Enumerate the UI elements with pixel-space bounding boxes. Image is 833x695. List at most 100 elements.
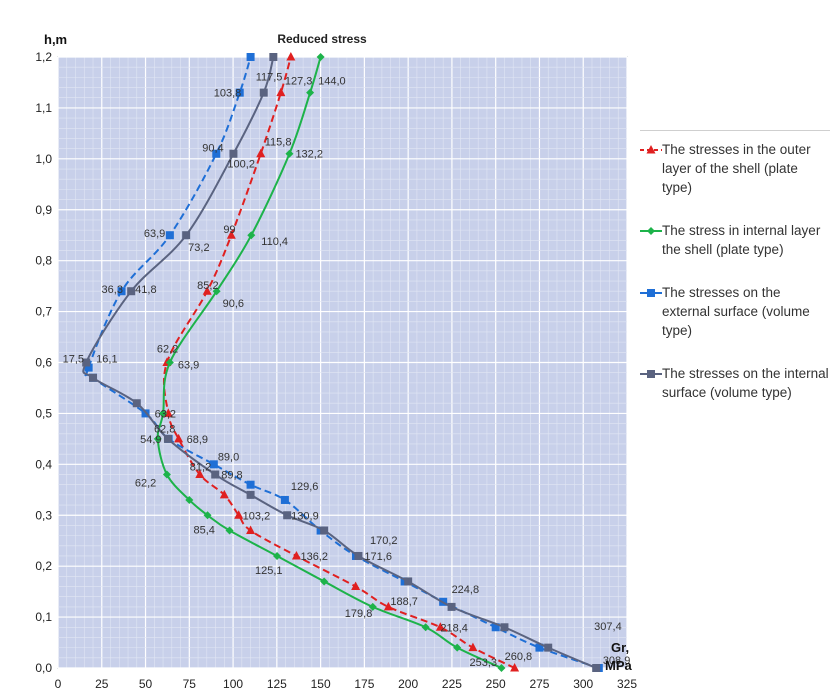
data-label: 99 [223, 224, 235, 236]
data-point-triangle [286, 52, 296, 61]
data-point-diamond [185, 495, 194, 504]
data-label: 132,2 [295, 149, 323, 161]
data-label: 63,2 [155, 408, 176, 420]
data-label: 136,2 [300, 551, 328, 563]
data-point-square [647, 289, 655, 297]
y-tick-label: 1,0 [35, 152, 52, 166]
data-label: 62,2 [157, 343, 178, 355]
data-label: 110,4 [261, 236, 288, 248]
x-tick-label: 225 [442, 677, 462, 691]
y-tick-label: 0,5 [35, 406, 52, 420]
data-label: 307,4 [594, 621, 622, 633]
data-point-diamond [306, 88, 315, 97]
data-point-triangle [383, 601, 393, 611]
data-label: 54,9 [140, 434, 161, 446]
x-tick-label: 75 [183, 677, 197, 691]
data-label: 103,8 [214, 88, 242, 100]
y-tick-label: 0,0 [35, 661, 52, 675]
data-point-square [404, 577, 413, 586]
data-label: 129,6 [291, 481, 319, 493]
data-point-diamond [647, 227, 655, 235]
data-point-square [592, 664, 601, 672]
data-point-diamond [212, 287, 221, 296]
data-label: 224,8 [452, 584, 480, 596]
data-point-square [89, 373, 98, 382]
data-label: 100,2 [227, 159, 255, 171]
data-point-square [283, 511, 292, 520]
x-tick-label: 125 [267, 677, 287, 691]
data-point-square [354, 551, 363, 560]
data-label: 144,0 [318, 76, 346, 88]
data-label: 90,6 [223, 298, 244, 310]
data-label: 63,9 [178, 360, 199, 372]
data-label: 36,3 [102, 284, 123, 296]
y-tick-label: 0,1 [35, 610, 52, 624]
y-tick-label: 0,7 [35, 305, 52, 319]
data-label: 89,8 [221, 470, 242, 482]
data-point-triangle [163, 408, 173, 417]
data-point-square [212, 149, 221, 158]
data-label: 171,6 [364, 551, 392, 563]
y-tick-label: 1,1 [35, 101, 52, 115]
data-label: 63,9 [144, 228, 165, 240]
data-point-square [229, 149, 238, 158]
legend-item: The stress in internal layer the shell (… [640, 221, 830, 259]
x-tick-label: 50 [139, 677, 153, 691]
series-4 [82, 53, 601, 672]
data-point-square [544, 643, 553, 652]
data-point-diamond [165, 358, 174, 367]
y-tick-label: 0,8 [35, 254, 52, 268]
data-point-diamond [316, 53, 325, 61]
data-label: 218,4 [440, 622, 468, 634]
legend-swatch [640, 289, 662, 297]
data-point-triangle [234, 510, 244, 519]
data-point-triangle [246, 525, 256, 535]
data-point-square [491, 623, 500, 632]
data-point-diamond [285, 149, 294, 158]
data-point-square [246, 53, 255, 61]
data-point-triangle [468, 642, 478, 652]
data-label: 85,4 [194, 524, 215, 536]
x-tick-label: 325 [617, 677, 637, 691]
data-label: 89,0 [218, 451, 239, 463]
data-point-diamond [159, 409, 168, 418]
data-label: 188,7 [390, 596, 418, 608]
data-label: 260,8 [505, 651, 533, 663]
x-tick-label: 275 [529, 677, 549, 691]
series-line [162, 56, 516, 669]
x-tick-label: 25 [95, 677, 109, 691]
data-point-square [647, 370, 655, 378]
data-label: 85,2 [197, 280, 218, 292]
data-point-square [259, 88, 268, 97]
data-point-square [165, 231, 174, 240]
legend-divider [640, 130, 830, 131]
data-point-triangle [276, 87, 286, 97]
data-point-diamond [368, 602, 377, 611]
data-point-square [535, 643, 544, 652]
x-tick-label: 200 [398, 677, 418, 691]
y-tick-label: 0,4 [35, 457, 52, 471]
data-label: 90,4 [202, 143, 223, 155]
data-point-square [447, 602, 456, 611]
data-label: 117,5 [256, 72, 283, 84]
data-label: 115,8 [265, 137, 292, 149]
y-tick-label: 0,2 [35, 559, 52, 573]
data-point-square [211, 470, 220, 479]
y-tick-label: 0,6 [35, 356, 52, 370]
data-point-square [280, 495, 289, 504]
data-point-diamond [497, 664, 506, 672]
data-label: 68,9 [187, 434, 208, 446]
data-point-diamond [153, 434, 162, 443]
data-label: 41,8 [135, 284, 156, 296]
data-label: 73,2 [188, 242, 209, 254]
data-label: 170,2 [370, 535, 398, 547]
x-tick-label: 300 [573, 677, 593, 691]
chart-title: Reduced stress [277, 32, 367, 46]
data-label: 103,2 [243, 510, 271, 522]
data-point-diamond [203, 511, 212, 520]
legend-swatch [640, 227, 662, 235]
data-point-square [127, 287, 136, 296]
legend-item: The stresses on the internal surface (vo… [640, 364, 830, 402]
x-axis-label: Gr, [611, 640, 629, 655]
